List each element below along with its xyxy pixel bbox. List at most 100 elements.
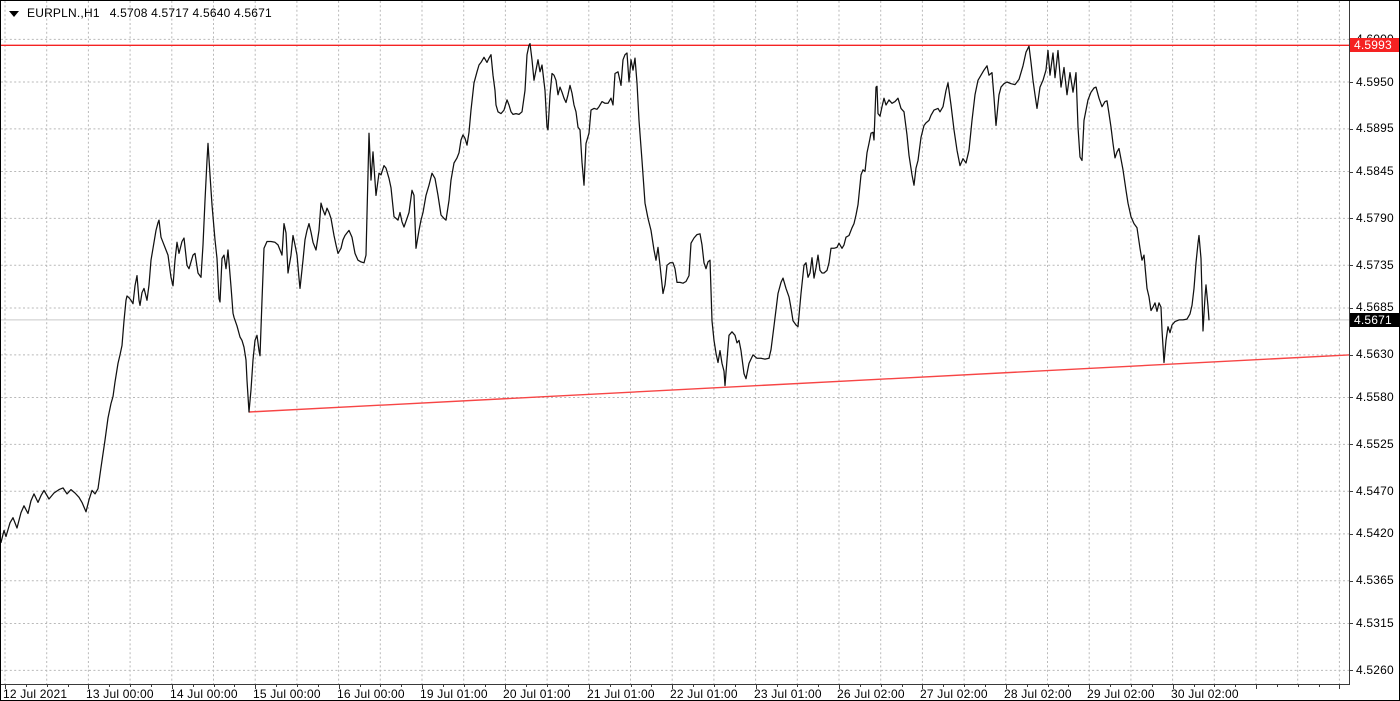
time-axis-label: 22 Jul 01:00 [670,687,738,701]
time-axis-minor-tick [776,685,778,687]
current-price-badge: 4.5671 [1350,313,1399,327]
time-axis-label: 20 Jul 01:00 [503,687,571,701]
time-axis-label: 23 Jul 01:00 [754,687,822,701]
price-plot[interactable] [1,1,1350,685]
time-axis-minor-tick [943,685,945,687]
price-axis-tick [1349,218,1353,219]
time-axis-minor-tick [1193,685,1195,687]
time-axis-minor-tick [713,685,715,687]
price-axis-tick [1349,308,1353,309]
time-axis-label: 12 Jul 2021 [3,687,68,701]
time-axis-minor-tick [151,685,152,687]
time-axis-major-tick [88,685,90,689]
time-axis-minor-tick [1047,685,1049,687]
price-axis-label: 4.5580 [1356,390,1394,404]
price-axis-tick [1349,172,1353,173]
time-axis-minor-tick [985,685,986,687]
time-axis-minor-tick [818,685,820,687]
time-axis-minor-tick [463,685,465,687]
time-axis-label: 19 Jul 01:00 [420,687,488,701]
time-axis-label: 14 Jul 00:00 [170,687,238,701]
time-axis-minor-tick [1297,685,1299,687]
time-axis-minor-tick [1235,685,1237,687]
time-axis-label: 26 Jul 02:00 [837,687,905,701]
price-axis-label: 4.5845 [1356,164,1394,178]
time-axis-minor-tick [526,685,528,687]
time-axis-minor-tick [964,685,966,687]
time-axis-minor-tick [1068,685,1070,687]
time-axis-minor-tick [109,685,111,687]
time-axis-label: 16 Jul 00:00 [337,687,405,701]
resistance-price-badge: 4.5993 [1350,38,1399,52]
time-axis-major-tick [422,685,423,689]
time-axis-minor-tick [46,685,48,687]
price-axis-label: 4.5365 [1356,573,1394,587]
price-axis-tick [1349,265,1353,266]
time-axis-minor-tick [276,685,278,687]
time-axis-label: 28 Jul 02:00 [1004,687,1072,701]
time-axis-minor-tick [901,685,903,687]
time-axis-major-tick [338,685,340,689]
time-axis-minor-tick [734,685,736,687]
time-axis-major-tick [588,685,590,689]
price-axis-label: 4.5685 [1356,300,1394,314]
time-axis-minor-tick [317,685,319,687]
time-axis-minor-tick [693,685,695,687]
time-axis-minor-tick [1318,685,1320,687]
time-axis-major-tick [839,685,840,689]
time-axis-minor-tick [401,685,403,687]
time-axis-major-tick [5,685,6,689]
time-axis-label: 15 Jul 00:00 [253,687,321,701]
time-axis-minor-tick [130,685,132,687]
price-axis-label: 4.5790 [1356,211,1394,225]
time-axis-minor-tick [880,685,882,687]
price-axis-tick [1349,129,1353,130]
time-axis-minor-tick [25,685,27,687]
time-axis-minor-tick [1151,685,1153,687]
time-axis-major-tick [755,685,757,689]
trend-line[interactable] [248,354,1350,413]
time-axis-label: 29 Jul 02:00 [1087,687,1155,701]
price-axis-label: 4.5525 [1356,437,1394,451]
symbol-dropdown-icon[interactable] [9,10,19,17]
time-axis-minor-tick [1110,685,1112,687]
time-axis-minor-tick [442,685,444,687]
time-axis-minor-tick [1214,685,1216,687]
time-axis-minor-tick [213,685,215,687]
price-axis-tick [1349,355,1353,356]
time-axis-label: 27 Jul 02:00 [920,687,988,701]
price-axis-tick [1349,623,1353,624]
price-axis-label: 4.5895 [1356,121,1394,135]
time-axis-minor-tick [359,685,361,687]
price-axis-tick [1349,581,1353,582]
time-axis-minor-tick [651,685,653,687]
time-axis-major-tick [1089,685,1091,689]
time-axis-label: 30 Jul 02:00 [1171,687,1239,701]
price-axis-tick [1349,444,1353,445]
price-axis-label: 4.5260 [1356,663,1394,677]
price-axis-tick [1349,397,1353,398]
time-axis-major-tick [1256,685,1257,689]
time-axis-minor-tick [192,685,194,687]
time-axis-minor-tick [484,685,486,687]
price-axis-label: 4.5470 [1356,484,1394,498]
time-axis-major-tick [255,685,257,689]
price-axis-label: 4.5315 [1356,616,1394,630]
time-axis-major-tick [1339,685,1341,689]
price-axis-tick [1349,491,1353,492]
price-axis-label: 4.5950 [1356,75,1394,89]
chart-ohlc-values: 4.5708 4.5717 4.5640 4.5671 [109,6,272,20]
time-axis-minor-tick [380,685,382,687]
time-axis-minor-tick [630,685,632,687]
time-axis-major-tick [171,685,173,689]
price-axis-tick [1349,534,1353,535]
price-axis-tick [1349,670,1353,671]
price-axis-border [1349,1,1350,685]
price-axis-label: 4.5735 [1356,258,1394,272]
time-axis-minor-tick [234,685,236,687]
price-axis-tick [1349,82,1353,83]
price-axis-label: 4.5420 [1356,526,1394,540]
chart-header: EURPLN.,H1 4.5708 4.5717 4.5640 4.5671 [7,5,272,21]
time-axis-label: 21 Jul 01:00 [587,687,655,701]
